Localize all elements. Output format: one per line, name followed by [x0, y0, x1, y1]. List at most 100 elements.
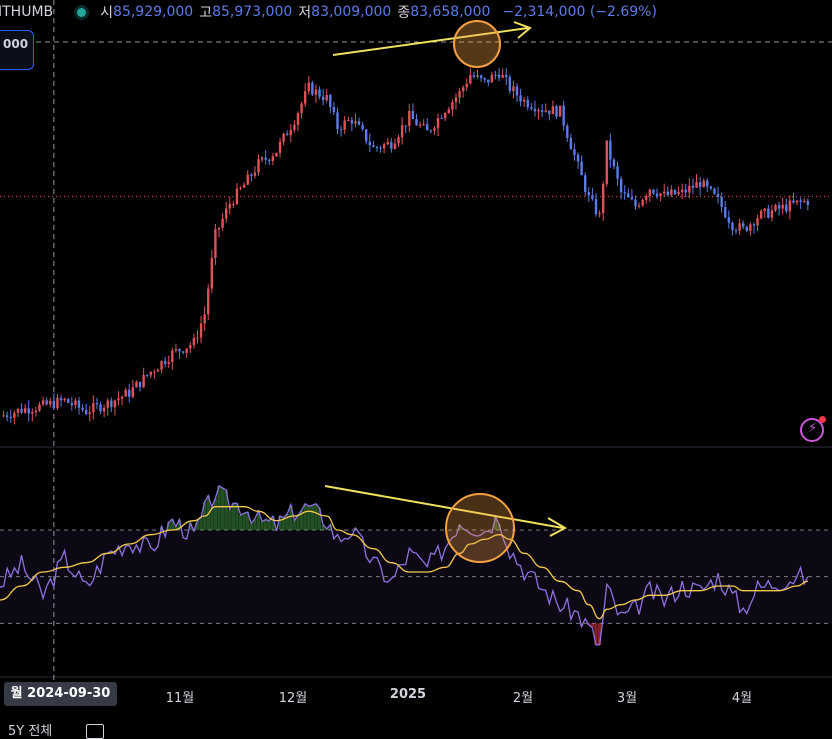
candle-body — [490, 74, 494, 83]
candle-body — [332, 106, 336, 113]
low-value: 83,009,000 — [311, 4, 392, 20]
candle-body — [443, 112, 447, 119]
market-status-icon — [77, 7, 87, 17]
candle-body — [447, 109, 450, 113]
candle-body — [160, 361, 163, 370]
candle-body — [415, 119, 418, 126]
candle-body — [501, 74, 504, 78]
candle-body — [149, 371, 152, 376]
x-axis-label: 3월 — [616, 691, 638, 706]
candle-body — [275, 152, 278, 157]
candle-body — [221, 218, 224, 228]
candle-body — [799, 200, 802, 202]
drawing-annotations — [324, 20, 568, 563]
alert-bolt-button[interactable]: ⚡ — [800, 416, 826, 442]
candle-body — [479, 75, 483, 78]
candle-body — [673, 189, 677, 195]
candle-body — [429, 130, 433, 132]
candle-body — [314, 89, 318, 95]
candle-body — [142, 374, 145, 388]
candle-body — [408, 111, 411, 126]
candle-body — [106, 400, 109, 408]
candle-body — [196, 337, 199, 339]
candle-body — [451, 101, 454, 110]
candle-body — [88, 412, 91, 415]
candle-body — [350, 120, 354, 124]
candle-body — [146, 374, 149, 376]
candle-body — [627, 193, 630, 198]
candle-body — [92, 403, 95, 413]
candle-body — [433, 128, 436, 131]
price-trendline — [332, 27, 529, 56]
candle-body — [343, 120, 346, 130]
candle-body — [544, 110, 547, 112]
candle-body — [181, 351, 185, 353]
price-label-box[interactable]: 000 — [0, 30, 34, 70]
candle-body — [680, 189, 684, 192]
candle-body — [393, 143, 397, 149]
x-axis-label: 4월 — [731, 691, 753, 706]
candle-body — [426, 124, 429, 131]
candle-body — [246, 174, 249, 185]
candle-body — [210, 257, 214, 289]
candle-body — [720, 196, 723, 208]
candle-body — [329, 94, 332, 107]
close-value: 83,658,000 — [410, 4, 491, 20]
candle-body — [400, 125, 404, 138]
candle-body — [508, 77, 512, 91]
candle-body — [770, 210, 774, 218]
open-label: 시 — [100, 5, 114, 21]
candle-body — [171, 350, 174, 363]
candle-body — [540, 110, 544, 112]
candle-body — [224, 208, 228, 219]
candlestick-series — [2, 67, 810, 425]
candle-body — [347, 120, 350, 122]
candle-body — [566, 125, 569, 138]
candle-body — [365, 129, 368, 142]
candle-body — [530, 107, 533, 109]
candle-body — [59, 397, 63, 401]
candle-body — [440, 117, 443, 119]
candle-body — [476, 75, 479, 77]
candle-body — [519, 95, 522, 102]
candle-body — [763, 208, 766, 211]
candle-body — [670, 189, 673, 196]
candle-body — [774, 205, 777, 211]
candle-body — [375, 146, 379, 148]
chart-grid — [0, 0, 832, 680]
candle-body — [741, 223, 745, 227]
candle-body — [698, 182, 702, 188]
candle-body — [713, 188, 716, 194]
candle-body — [271, 156, 275, 161]
candle-body — [526, 99, 529, 108]
candle-body — [174, 349, 178, 351]
candle-body — [781, 204, 784, 209]
candle-body — [339, 129, 343, 131]
candle-body — [749, 224, 752, 231]
candle-body — [788, 200, 792, 212]
candle-body — [325, 94, 328, 101]
change-value: −2,314,000 (−2.69%) — [502, 4, 657, 20]
candle-body — [598, 213, 601, 215]
candle-body — [20, 408, 23, 413]
candle-body — [609, 140, 612, 160]
candle-body — [591, 195, 594, 199]
candle-body — [163, 361, 167, 364]
candle-body — [487, 79, 490, 83]
x-axis-label: 11월 — [165, 691, 195, 706]
candle-body — [562, 105, 565, 126]
range-selector[interactable]: 5Y 전체 — [8, 724, 53, 739]
candle-body — [120, 396, 124, 399]
candle-body — [573, 149, 576, 155]
candle-body — [217, 227, 221, 230]
candle-body — [716, 193, 720, 197]
candle-body — [648, 189, 652, 197]
candle-body — [311, 82, 314, 95]
candle-body — [734, 230, 738, 232]
candle-body — [56, 397, 59, 409]
high-value: 85,973,000 — [212, 4, 293, 20]
calendar-icon[interactable] — [86, 724, 105, 739]
candle-body — [45, 400, 48, 405]
candle-body — [472, 75, 476, 77]
